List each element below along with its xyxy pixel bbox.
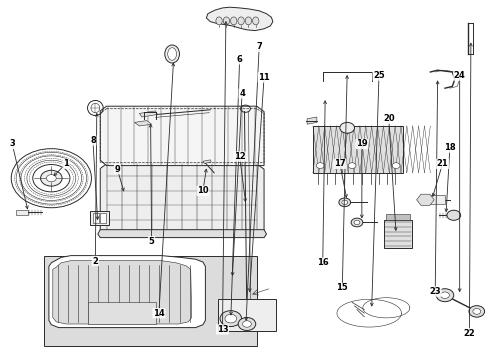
Circle shape: [338, 198, 350, 207]
Text: 7: 7: [256, 42, 262, 51]
Text: 10: 10: [197, 186, 208, 195]
Polygon shape: [416, 194, 433, 206]
Text: 14: 14: [153, 309, 164, 318]
Text: 16: 16: [316, 258, 328, 267]
Circle shape: [238, 318, 255, 330]
Text: 24: 24: [453, 71, 465, 80]
Polygon shape: [100, 106, 264, 166]
Circle shape: [220, 311, 241, 327]
Ellipse shape: [215, 17, 222, 25]
Bar: [90, 211, 109, 225]
Circle shape: [391, 163, 399, 168]
Polygon shape: [139, 111, 157, 117]
Circle shape: [347, 163, 355, 168]
Text: 1: 1: [63, 159, 69, 168]
Polygon shape: [203, 160, 211, 163]
Circle shape: [41, 170, 62, 186]
Text: 17: 17: [333, 159, 345, 168]
Ellipse shape: [237, 17, 244, 25]
Text: 23: 23: [428, 287, 440, 296]
Text: 25: 25: [372, 71, 384, 80]
Circle shape: [316, 163, 324, 168]
Text: 11: 11: [258, 73, 269, 82]
Text: 4: 4: [239, 89, 244, 98]
Ellipse shape: [245, 17, 251, 25]
Circle shape: [353, 220, 359, 225]
Text: 22: 22: [463, 328, 474, 338]
Circle shape: [446, 210, 460, 220]
Bar: [312, 126, 403, 173]
Circle shape: [339, 122, 354, 133]
Bar: [217, 299, 276, 331]
Text: 9: 9: [114, 165, 120, 174]
Polygon shape: [306, 117, 316, 124]
Circle shape: [224, 314, 236, 323]
Text: 15: 15: [336, 284, 347, 292]
Bar: [100, 213, 106, 223]
Bar: [425, 195, 444, 204]
Ellipse shape: [167, 48, 176, 60]
Text: 21: 21: [436, 159, 447, 168]
Polygon shape: [88, 302, 156, 324]
Text: 18: 18: [443, 143, 455, 152]
Polygon shape: [98, 230, 266, 238]
Text: 19: 19: [355, 139, 367, 148]
Bar: [44, 256, 256, 346]
Polygon shape: [134, 121, 151, 126]
Circle shape: [435, 289, 453, 302]
Text: 3: 3: [9, 139, 15, 148]
Text: 5: 5: [148, 237, 154, 246]
Circle shape: [242, 321, 251, 327]
Circle shape: [46, 175, 56, 182]
Circle shape: [341, 200, 347, 204]
Text: 8: 8: [90, 136, 96, 145]
Bar: [386, 214, 409, 220]
Circle shape: [440, 292, 448, 298]
Ellipse shape: [252, 17, 259, 25]
Ellipse shape: [230, 17, 236, 25]
Bar: [383, 220, 411, 248]
Text: 2: 2: [92, 256, 98, 265]
Ellipse shape: [164, 45, 179, 63]
Text: 6: 6: [236, 55, 242, 64]
Polygon shape: [100, 164, 264, 234]
Bar: [93, 213, 99, 223]
Polygon shape: [206, 7, 272, 31]
Text: 13: 13: [216, 325, 228, 334]
Ellipse shape: [223, 17, 229, 25]
Text: 12: 12: [233, 152, 245, 161]
Bar: [16, 210, 28, 215]
Circle shape: [468, 306, 484, 317]
Text: 20: 20: [382, 114, 394, 123]
Polygon shape: [53, 261, 191, 324]
Circle shape: [472, 309, 480, 314]
Polygon shape: [49, 256, 205, 328]
Circle shape: [350, 218, 362, 227]
